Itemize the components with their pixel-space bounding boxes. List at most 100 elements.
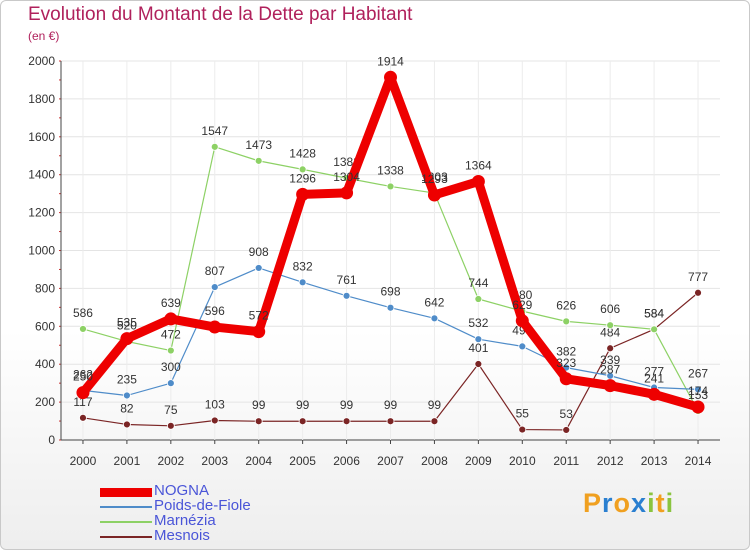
legend-label-mesnois: Mesnois <box>154 527 210 544</box>
data-label-nogna: 1914 <box>377 54 404 68</box>
data-point-marn-zia <box>298 165 307 174</box>
data-point-marn-zia <box>474 295 483 303</box>
data-point-marn-zia <box>210 142 219 151</box>
data-point-nogna <box>208 320 222 334</box>
x-tick-label: 2002 <box>157 454 184 468</box>
legend-label-marn-zia: Marnézia <box>154 512 216 529</box>
data-point-poids-de-fiole <box>474 335 483 344</box>
y-tick-label: 1200 <box>28 206 55 220</box>
data-point-mesnois <box>210 416 219 425</box>
logo-letter: x <box>631 488 648 518</box>
data-label-mesnois: 99 <box>384 398 398 412</box>
data-label-mesnois: 99 <box>296 398 310 412</box>
x-tick-label: 2011 <box>553 454 579 468</box>
legend-swatch-marn-zia <box>100 521 152 523</box>
legend-label-nogna: NOGNA <box>154 482 210 499</box>
data-point-poids-de-fiole <box>210 283 219 291</box>
data-label-mesnois: 99 <box>252 398 266 412</box>
data-point-mesnois <box>298 417 307 426</box>
x-tick-label: 2007 <box>377 454 404 468</box>
y-tick-label: 400 <box>35 357 55 371</box>
data-point-nogna <box>120 332 134 346</box>
proxiti-logo: Proxiti <box>583 488 674 519</box>
data-label-marn-zia: 584 <box>644 306 664 320</box>
data-label-nogna: 1296 <box>289 171 316 185</box>
data-point-nogna <box>427 188 441 202</box>
data-point-mesnois <box>474 360 483 368</box>
data-label-nogna: 572 <box>249 309 269 323</box>
data-point-marn-zia <box>79 325 87 333</box>
data-point-poids-de-fiole <box>342 291 351 300</box>
data-point-poids-de-fiole <box>694 385 702 394</box>
data-point-nogna <box>384 70 397 84</box>
data-label-mesnois: 75 <box>164 403 178 417</box>
data-label-nogna: 1293 <box>421 172 448 186</box>
y-tick-label: 1600 <box>28 130 55 144</box>
data-label-poids-de-fiole: 908 <box>249 245 269 259</box>
x-tick-label: 2008 <box>421 454 448 468</box>
data-point-nogna <box>691 400 705 414</box>
data-label-poids-de-fiole: 235 <box>117 372 137 386</box>
data-label-nogna: 596 <box>205 304 225 318</box>
data-point-mesnois <box>386 417 395 426</box>
x-tick-label: 2004 <box>245 454 272 468</box>
y-tick-label: 1800 <box>28 92 55 106</box>
legend-label-poids-de-fiole: Poids-de-Fiole <box>154 497 251 514</box>
logo-letter: i <box>647 488 656 518</box>
data-label-nogna: 241 <box>644 371 664 385</box>
x-tick-label: 2010 <box>509 454 536 468</box>
data-point-nogna <box>252 325 266 339</box>
data-label-marn-zia: 1547 <box>201 124 228 138</box>
data-point-mesnois <box>694 288 702 297</box>
data-point-mesnois <box>562 426 571 434</box>
data-label-nogna: 174 <box>688 384 708 398</box>
data-label-mesnois: 99 <box>340 398 354 412</box>
data-label-mesnois: 99 <box>428 398 442 412</box>
data-point-poids-de-fiole <box>123 391 131 400</box>
logo-letter: o <box>613 488 632 518</box>
data-label-marn-zia: 520 <box>117 318 137 332</box>
data-label-poids-de-fiole: 761 <box>337 273 357 287</box>
data-label-poids-de-fiole: 807 <box>205 264 225 278</box>
data-point-marn-zia <box>562 317 571 326</box>
data-point-marn-zia <box>254 156 263 165</box>
data-point-marn-zia <box>166 346 175 355</box>
data-label-poids-de-fiole: 642 <box>424 295 444 309</box>
data-point-marn-zia <box>606 321 615 330</box>
legend-swatch-poids-de-fiole <box>100 506 152 508</box>
data-label-marn-zia: 1473 <box>245 138 272 152</box>
data-label-poids-de-fiole: 267 <box>688 366 708 380</box>
logo-letter: P <box>583 488 603 518</box>
x-tick-label: 2013 <box>641 454 668 468</box>
data-point-poids-de-fiole <box>298 278 307 287</box>
data-label-marn-zia: 1428 <box>289 146 316 160</box>
data-label-mesnois: 117 <box>73 395 92 409</box>
data-label-nogna: 250 <box>73 370 93 384</box>
data-label-marn-zia: 626 <box>556 298 576 312</box>
data-point-mesnois <box>79 413 87 422</box>
data-label-poids-de-fiole: 532 <box>468 316 488 330</box>
data-point-marn-zia <box>650 325 658 334</box>
data-label-poids-de-fiole: 277 <box>644 365 664 379</box>
x-tick-label: 2005 <box>289 454 316 468</box>
data-label-poids-de-fiole: 382 <box>556 345 576 359</box>
data-label-mesnois: 53 <box>560 407 574 421</box>
data-label-nogna: 287 <box>600 363 620 377</box>
y-tick-label: 0 <box>48 433 55 447</box>
data-point-mesnois <box>123 420 131 429</box>
x-tick-label: 2003 <box>201 454 228 468</box>
data-point-nogna <box>296 187 310 201</box>
data-label-nogna: 1304 <box>333 170 360 184</box>
y-tick-label: 1400 <box>28 168 55 182</box>
data-label-poids-de-fiole: 262 <box>73 367 93 381</box>
data-label-marn-zia: 153 <box>688 388 708 402</box>
data-label-marn-zia: 1338 <box>377 163 404 177</box>
data-label-marn-zia: 586 <box>73 306 93 320</box>
data-point-poids-de-fiole <box>166 379 175 388</box>
data-label-marn-zia: 472 <box>161 328 181 342</box>
data-point-nogna <box>603 379 617 393</box>
y-tick-label: 2000 <box>28 54 55 68</box>
data-point-nogna <box>647 387 661 401</box>
